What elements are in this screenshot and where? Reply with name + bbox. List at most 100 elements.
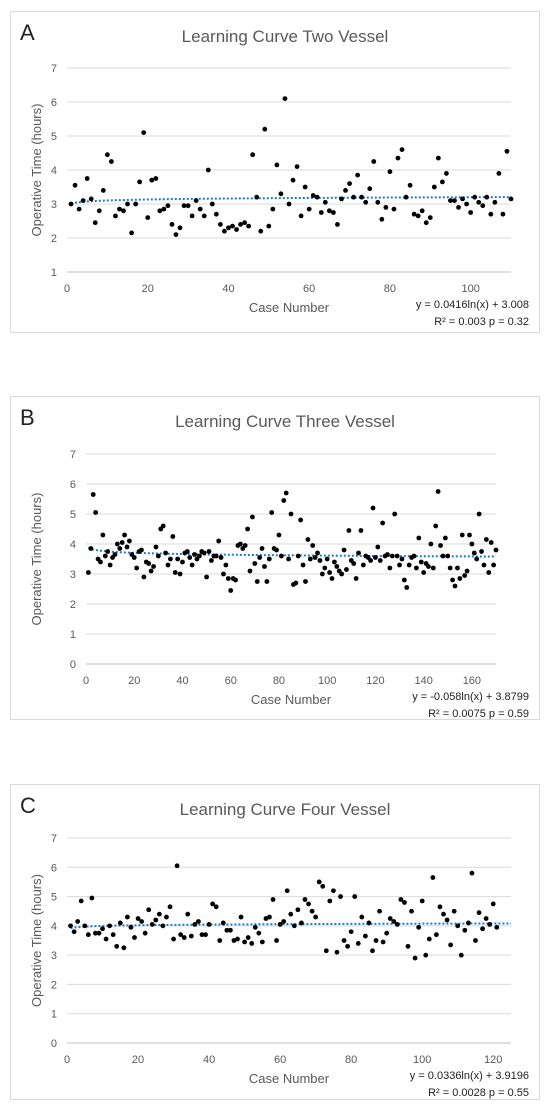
- data-point: [220, 920, 226, 926]
- data-point: [384, 930, 390, 936]
- data-point: [399, 556, 405, 562]
- trendline-equation: y = 0.0416ln(x) + 3.008: [416, 299, 529, 311]
- x-tick-label: 100: [413, 1054, 431, 1066]
- y-tick-label: 5: [51, 892, 57, 904]
- data-point: [131, 555, 137, 560]
- data-point: [141, 574, 147, 580]
- data-point: [387, 565, 393, 571]
- data-point: [89, 895, 95, 901]
- data-point: [394, 921, 400, 927]
- data-point: [164, 914, 169, 920]
- data-point: [209, 201, 215, 207]
- data-point: [314, 194, 320, 200]
- x-axis-title: Case Number: [249, 300, 330, 315]
- data-point: [428, 541, 434, 547]
- data-point: [359, 194, 365, 200]
- data-point: [307, 556, 313, 562]
- data-point: [96, 208, 102, 214]
- data-point: [488, 540, 494, 545]
- data-point: [437, 904, 443, 910]
- data-point: [385, 552, 390, 557]
- y-tick-label: 7: [70, 449, 76, 461]
- data-point: [360, 562, 366, 568]
- data-point: [317, 558, 323, 563]
- data-point: [217, 222, 223, 227]
- data-point: [481, 562, 487, 568]
- trendline: [87, 546, 497, 558]
- data-point: [332, 559, 337, 565]
- data-point: [359, 914, 365, 920]
- data-point: [452, 198, 457, 204]
- data-point: [409, 908, 414, 914]
- data-point: [286, 201, 292, 207]
- data-point: [185, 911, 191, 917]
- data-point: [245, 935, 251, 940]
- data-point: [156, 911, 162, 917]
- data-point: [341, 547, 347, 553]
- data-point: [210, 901, 216, 907]
- data-point: [160, 523, 166, 529]
- data-point: [128, 924, 134, 930]
- data-point: [309, 908, 315, 914]
- data-point: [117, 206, 122, 212]
- data-point: [483, 916, 489, 921]
- y-tick-label: 5: [70, 509, 76, 521]
- data-point: [479, 549, 484, 554]
- data-point: [259, 939, 265, 945]
- data-point: [303, 579, 308, 584]
- data-point: [444, 917, 450, 923]
- chart-a: 1 2 3 4 5 6 7 0 20 40 60 80 100 Learning Curve Two Ve…: [29, 27, 529, 328]
- data-point: [444, 171, 449, 176]
- y-tick-label: 4: [70, 539, 76, 551]
- data-point: [310, 543, 316, 548]
- data-point: [218, 555, 224, 560]
- data-point: [423, 952, 429, 958]
- data-point: [112, 552, 118, 557]
- data-point: [480, 926, 485, 932]
- data-point: [254, 579, 260, 584]
- data-point: [451, 908, 457, 914]
- data-point: [401, 577, 407, 583]
- data-point: [395, 155, 401, 161]
- data-point: [266, 223, 272, 229]
- data-point: [295, 907, 301, 913]
- data-point: [391, 919, 397, 924]
- data-point: [335, 222, 340, 227]
- data-point: [473, 938, 478, 943]
- data-point: [199, 932, 205, 938]
- data-point: [318, 210, 324, 215]
- y-tick-label: 2: [70, 599, 76, 611]
- data-point: [406, 562, 412, 568]
- data-point: [270, 206, 276, 212]
- x-tick-label: 80: [384, 283, 396, 295]
- data-point: [472, 194, 478, 200]
- data-point: [246, 223, 252, 229]
- data-point: [189, 213, 195, 219]
- data-point: [107, 562, 113, 568]
- data-point: [233, 577, 238, 583]
- data-point: [324, 556, 330, 562]
- data-point: [135, 916, 141, 921]
- data-point: [380, 939, 386, 945]
- data-point: [262, 564, 267, 569]
- data-point: [367, 186, 373, 192]
- data-point: [121, 208, 126, 214]
- data-point: [455, 923, 461, 929]
- y-tick-label: 7: [51, 833, 57, 845]
- data-point: [172, 570, 178, 575]
- y-tick-label: 6: [70, 479, 76, 491]
- data-point: [206, 549, 212, 554]
- x-axis-title: Case Number: [249, 1071, 330, 1086]
- data-point: [90, 492, 96, 497]
- data-point: [299, 920, 304, 926]
- data-point: [201, 213, 207, 219]
- data-point: [201, 550, 207, 556]
- data-point: [181, 935, 187, 940]
- chart-c: 0 1 2 3 4 5 6 7 0 20 40 60 80 100 120 Learning Curve Fo…: [29, 800, 529, 1099]
- data-point: [250, 514, 255, 520]
- y-tick-label: 0: [70, 659, 76, 671]
- trendline-stats: R² = 0.0028 p = 0.55: [428, 1087, 529, 1099]
- data-point: [88, 196, 94, 202]
- data-point: [323, 948, 329, 954]
- panel-letter-c: C: [20, 793, 36, 818]
